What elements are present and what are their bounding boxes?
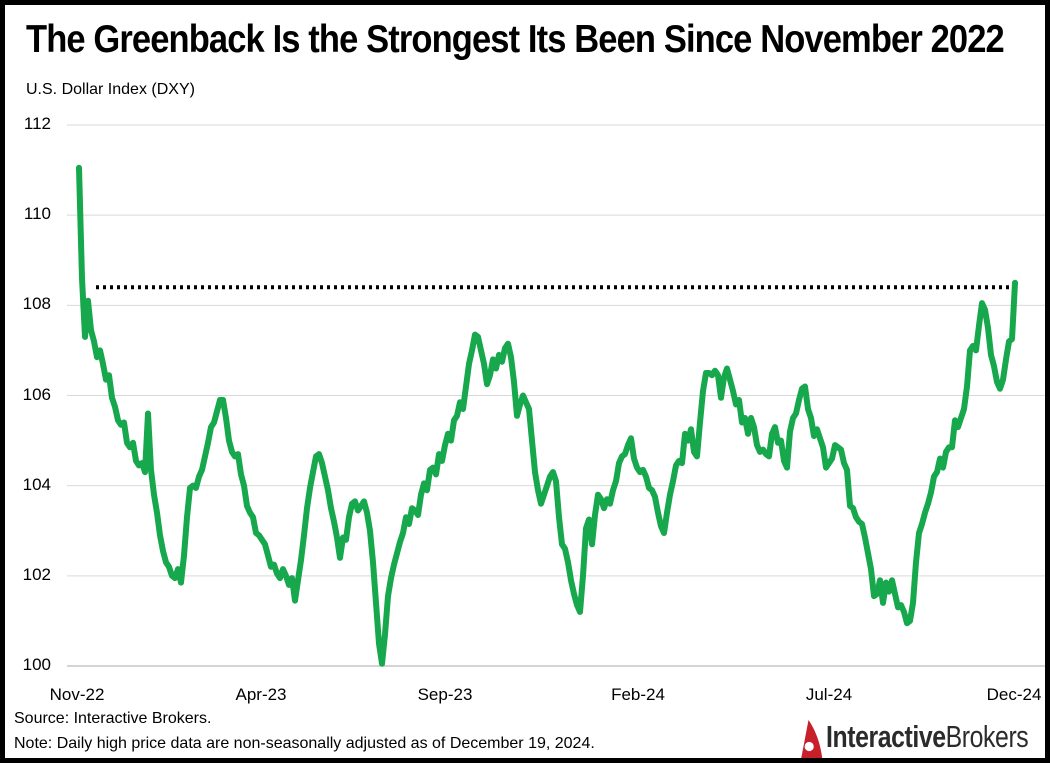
- y-axis-tick-label: 106: [22, 384, 51, 404]
- x-axis-tick-label: Feb-24: [611, 685, 665, 704]
- y-axis-tick-label: 112: [23, 114, 51, 133]
- x-axis-tick-label: Apr-23: [235, 685, 287, 704]
- y-axis-tick-label: 102: [22, 564, 51, 584]
- x-axis-tick-label: Dec-24: [986, 685, 1042, 704]
- interactive-brokers-logo: InteractiveBrokers: [799, 717, 1045, 758]
- logo-text-interactive: Interactive: [826, 719, 946, 754]
- y-axis-tick-label: 108: [22, 294, 51, 314]
- x-axis-tick-label: Nov-22: [49, 685, 105, 704]
- note-text: Note: Daily high price data are non-seas…: [14, 735, 595, 752]
- dxy-line: [76, 164, 1018, 667]
- dxy-line-chart: [67, 124, 1045, 667]
- y-axis-title: U.S. Dollar Index (DXY): [26, 81, 195, 98]
- y-axis-tick-label: 100: [22, 655, 51, 674]
- logo-text-brokers: Brokers: [945, 719, 1029, 754]
- source-text: Source: Interactive Brokers.: [14, 710, 212, 727]
- y-axis-tick-label: 104: [22, 474, 51, 494]
- logo-wordmark: InteractiveBrokers: [826, 719, 1029, 755]
- x-axis-tick-label: Sep-23: [417, 685, 473, 704]
- x-axis-tick-label: Jul-24: [805, 685, 853, 704]
- spinnaker-icon: [801, 720, 823, 758]
- page-title: The Greenback Is the Strongest Its Been …: [26, 18, 1005, 61]
- y-axis-tick-label: 110: [23, 204, 51, 224]
